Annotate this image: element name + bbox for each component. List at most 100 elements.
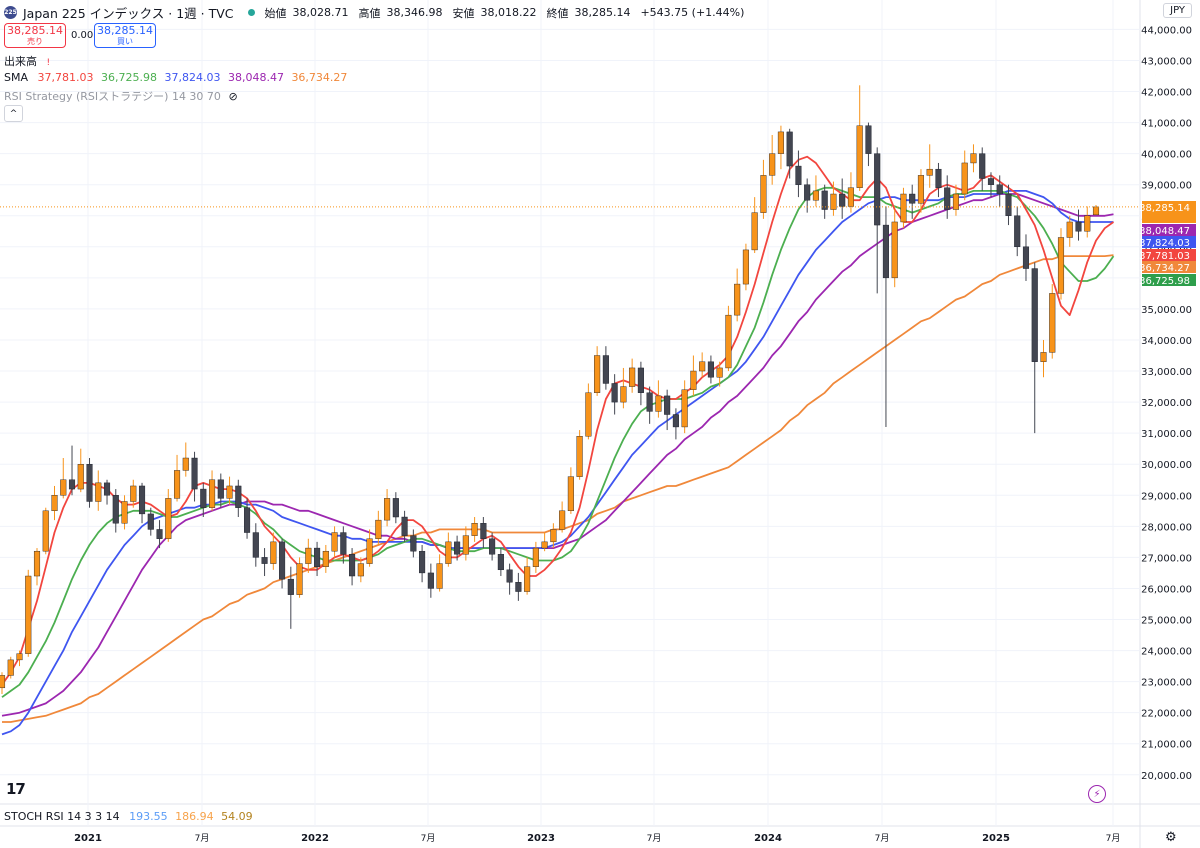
candle-body	[909, 193, 916, 204]
candle-body	[786, 131, 793, 167]
y-tick-label: 24,000.00	[1141, 647, 1192, 658]
candle-body	[322, 550, 329, 567]
candle-body	[620, 386, 627, 403]
current-price-label: 38,285.14	[1139, 203, 1190, 214]
x-tick-label: 7月	[647, 833, 662, 844]
y-tick-label: 40,000.00	[1141, 150, 1192, 161]
spread-value: 0.00	[71, 30, 94, 41]
candle-body	[147, 513, 154, 530]
current-price-label-bg	[1142, 201, 1196, 223]
y-tick-label: 35,000.00	[1141, 305, 1192, 316]
volume-legend[interactable]: 出来高 !	[4, 53, 50, 69]
stoch-value-3: 54.09	[221, 810, 253, 823]
candle-body	[882, 224, 889, 279]
candle-body	[952, 193, 960, 210]
candle-body	[725, 314, 732, 369]
lightning-icon[interactable]: ⚡	[1088, 785, 1106, 803]
stoch-label: STOCH RSI 14 3 3 14	[4, 810, 120, 823]
hidden-eye-icon[interactable]: ⊘	[228, 90, 238, 103]
candle-body	[331, 532, 338, 552]
candle-body	[812, 190, 819, 201]
y-tick-label: 37,000.00	[1141, 243, 1192, 254]
sma-value-4: 38,048.47	[227, 71, 284, 84]
candle-body	[497, 554, 504, 571]
candle-body	[209, 479, 216, 508]
candle-body	[1066, 221, 1073, 238]
rsi-strategy-label: RSI Strategy (RSIストラテジー) 14 30 70	[4, 90, 221, 103]
candle-body	[156, 529, 163, 539]
candle-body	[1005, 193, 1012, 216]
candle-body	[419, 550, 426, 574]
candle-body	[926, 168, 933, 176]
sell-button[interactable]: 38,285.14 売り	[4, 23, 66, 48]
candle-body	[489, 538, 496, 555]
open-value: 38,028.71	[292, 6, 349, 19]
candle-body	[672, 414, 679, 428]
candle-body	[646, 392, 653, 412]
candle-body	[830, 193, 837, 210]
candle-body	[471, 523, 478, 536]
y-tick-label: 42,000.00	[1141, 88, 1192, 99]
x-tick-label: 7月	[195, 833, 210, 844]
candle-body	[462, 535, 469, 555]
candle-body	[979, 153, 986, 179]
symbol-title[interactable]: Japan 225 インデックス · 1週 · TVC	[23, 6, 234, 21]
candle-body	[944, 187, 951, 210]
stoch-rsi-legend[interactable]: STOCH RSI 14 3 3 14 193.55 186.94 54.09	[4, 810, 253, 823]
candle-body	[891, 221, 898, 279]
candle-body	[769, 153, 776, 176]
y-tick-label: 39,000.00	[1141, 181, 1192, 192]
candle-body	[1031, 268, 1038, 362]
candle-body	[252, 532, 259, 558]
y-tick-label: 22,000.00	[1141, 709, 1192, 720]
sell-label: 売り	[27, 36, 43, 46]
candle-body	[917, 175, 925, 204]
candle-body	[760, 175, 767, 213]
sma-legend[interactable]: SMA 37,781.03 36,725.98 37,824.03 38,048…	[4, 71, 347, 84]
currency-label[interactable]: JPY	[1163, 3, 1192, 18]
candle-body	[7, 659, 14, 676]
candle-body	[0, 675, 6, 689]
candle-body	[777, 131, 784, 154]
candle-body	[699, 361, 706, 372]
candle-body	[1049, 293, 1056, 353]
tradingview-logo[interactable]: 17	[6, 780, 26, 798]
candle-body	[707, 361, 714, 378]
rsi-strategy-legend[interactable]: RSI Strategy (RSIストラテジー) 14 30 70 ⊘	[4, 88, 238, 104]
collapse-legend-button[interactable]: ^	[4, 105, 23, 122]
high-label: 高値	[358, 6, 381, 20]
candle-body	[95, 482, 102, 502]
candle-body	[86, 464, 93, 502]
y-tick-label: 25,000.00	[1141, 616, 1192, 627]
candle-body	[445, 541, 452, 564]
sma-price-label-bg	[1142, 236, 1196, 248]
sma-price-label: 37,781.03	[1139, 251, 1190, 262]
candle-body	[594, 355, 601, 393]
candle-body	[1022, 246, 1030, 269]
buy-button[interactable]: 38,285.14 買い	[94, 23, 156, 48]
stoch-value-k: 193.55	[129, 810, 168, 823]
candle-body	[541, 541, 548, 549]
candle-body	[664, 395, 671, 415]
candle-body	[506, 569, 513, 583]
candle-body	[366, 538, 373, 564]
candle-body	[244, 507, 251, 533]
candle-body	[585, 392, 592, 437]
buy-price: 38,285.14	[97, 23, 153, 37]
candle-body	[410, 535, 417, 552]
candle-body	[1092, 206, 1100, 216]
alert-icon: !	[46, 58, 51, 68]
symbol-logo-icon: 225	[4, 6, 17, 19]
candle-body	[1014, 215, 1021, 248]
sma-price-label-bg	[1142, 224, 1196, 236]
candle-body	[987, 178, 995, 185]
candle-body	[25, 575, 32, 654]
gear-icon[interactable]: ⚙	[1165, 830, 1177, 845]
x-tick-label: 2023	[527, 833, 555, 844]
candle-body	[1075, 221, 1082, 232]
candle-body	[795, 165, 802, 185]
candle-body	[349, 554, 356, 577]
candle-body	[865, 125, 872, 154]
x-tick-label: 2024	[754, 833, 782, 844]
